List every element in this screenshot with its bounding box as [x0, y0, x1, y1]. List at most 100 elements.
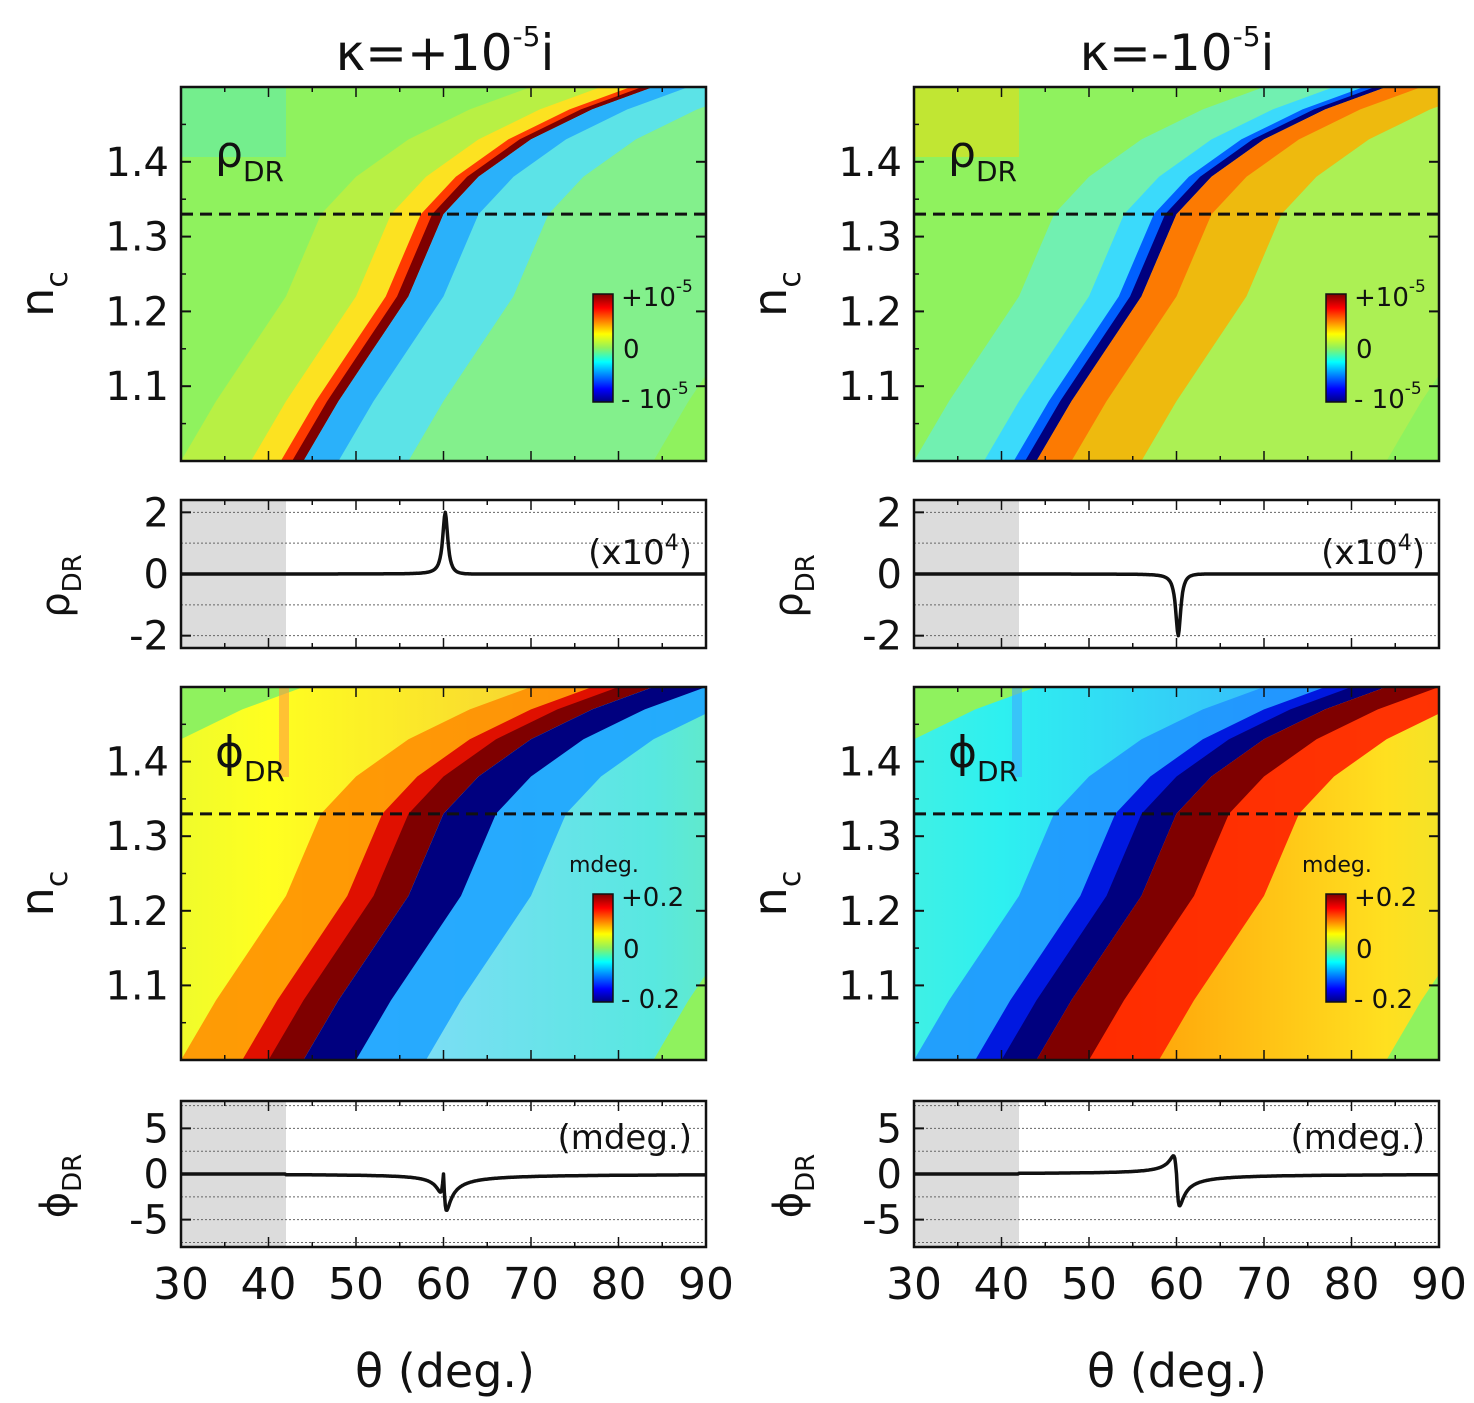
ytick-label: 5: [144, 1106, 169, 1152]
ytick-label: 0: [144, 1152, 169, 1198]
series-line: [913, 572, 1440, 638]
band-right-1: [1036, 87, 1439, 461]
column-title-left: κ=+10-5i: [336, 20, 555, 82]
ytick-label: 5: [877, 1106, 902, 1152]
left-rho-map: 1.1 1.2 1.3 1.4 nc ρDR +10-5 0 - 10-5: [10, 85, 708, 463]
rho-map-content: [181, 87, 706, 461]
rho-map-ytick-label: 1.4: [838, 140, 902, 186]
rho-map-ylabel: nc: [10, 271, 75, 317]
phi-colorbar-min: - 0.2: [1354, 985, 1413, 1015]
band-right-1: [303, 87, 706, 461]
rho-map-content: [914, 87, 1439, 461]
xtick-label: 40: [974, 1259, 1030, 1310]
phi-map-content: [914, 687, 1439, 1060]
right-rho-map: 1.1 1.2 1.3 1.4 nc ρDR +10-5 0 - 10-5: [743, 85, 1441, 463]
phi-resonance-right: [1036, 687, 1439, 1060]
phi-colorbar-max: +0.2: [1354, 883, 1417, 913]
phi-colorbar-max: +0.2: [621, 883, 684, 913]
rho-colorbar-min: - 10-5: [621, 379, 689, 415]
phi-colorbar-mid: 0: [623, 935, 640, 965]
xtick-label: 90: [678, 1259, 734, 1310]
right-phi-map: 1.1 1.2 1.3 1.4 nc ϕDR mdeg. +0.2 0 - 0.2: [743, 685, 1441, 1062]
xtick-label: 50: [1061, 1259, 1117, 1310]
phi-colorbar-mid: 0: [1356, 935, 1373, 965]
phi-colorbar-min: - 0.2: [621, 985, 680, 1015]
critical-angle-feature: [279, 687, 289, 777]
rho-map-ytick-label: 1.3: [105, 215, 169, 261]
ytick-label: 2: [144, 490, 169, 536]
xtick-label: 70: [1236, 1259, 1292, 1310]
xtick-label: 40: [241, 1259, 297, 1310]
rho-map-ytick-label: 1.3: [838, 215, 902, 261]
phi-map-ytick-label: 1.4: [838, 740, 902, 786]
rho-colorbar-min: - 10-5: [1354, 379, 1422, 415]
x-axis-label: θ (deg.): [1087, 1344, 1267, 1398]
left-rho-line: 2 0 -2 ρDR (x104): [33, 490, 708, 660]
ytick-label: -2: [862, 614, 902, 660]
xtick-label: 70: [503, 1259, 559, 1310]
rho-colorbar-max: +10-5: [1354, 277, 1426, 313]
ytick-label: -5: [862, 1198, 902, 1244]
xtick-label: 60: [416, 1259, 472, 1310]
phi-map-ylabel: nc: [10, 871, 75, 917]
phi-map-label: ϕDR: [215, 727, 285, 788]
right-rho-line: 2 0 -2 ρDR (x104): [766, 490, 1441, 660]
rho-map-ytick-label: 1.2: [838, 289, 902, 335]
corner-patch: [914, 87, 1019, 157]
rho-colorbar: [1325, 293, 1347, 403]
phi-map-ytick-label: 1.1: [105, 963, 169, 1009]
rho-map-ytick-label: 1.1: [838, 364, 902, 410]
unit-note: (mdeg.): [557, 1118, 692, 1158]
phi-map-ytick-label: 1.2: [838, 889, 902, 935]
line-ylabel: ρDR: [766, 554, 821, 617]
line-ylabel: ϕDR: [766, 1154, 821, 1218]
ytick-label: 0: [877, 552, 902, 598]
corner-patch: [181, 87, 286, 157]
phi-colorbar-unit: mdeg.: [569, 853, 639, 878]
xtick-label: 30: [886, 1259, 942, 1310]
band-right-3: [408, 106, 706, 461]
phi-resonance-left: [268, 687, 654, 1060]
band-right-2: [303, 87, 689, 461]
series-line: [180, 1172, 707, 1212]
xtick-label: 90: [1411, 1259, 1467, 1310]
line-ylabel: ϕDR: [33, 1154, 88, 1218]
phi-map-ylabel: nc: [743, 871, 808, 917]
rho-map-ytick-label: 1.4: [105, 140, 169, 186]
rho-map-label: ρDR: [948, 127, 1017, 188]
phi-colorbar-unit: mdeg.: [1302, 853, 1372, 878]
rho-colorbar: [592, 293, 614, 403]
scale-note: (x104): [588, 531, 692, 573]
rho-map-ytick-label: 1.1: [105, 364, 169, 410]
phi-map-label: ϕDR: [948, 727, 1018, 788]
xtick-label: 80: [591, 1259, 647, 1310]
rho-map-ylabel: nc: [743, 271, 808, 317]
line-ylabel: ρDR: [33, 554, 88, 617]
critical-angle-feature: [1012, 687, 1022, 777]
unit-note: (mdeg.): [1290, 1118, 1425, 1158]
xtick-label: 50: [328, 1259, 384, 1310]
column-title-right: κ=-10-5i: [1080, 20, 1275, 82]
ytick-label: 2: [877, 490, 902, 536]
phi-resonance-left: [1001, 687, 1387, 1060]
scale-note: (x104): [1321, 531, 1425, 573]
ytick-label: -5: [129, 1198, 169, 1244]
ytick-label: 0: [144, 552, 169, 598]
soft-band-left: [181, 87, 643, 461]
rho-map-label: ρDR: [215, 127, 284, 188]
ytick-label: -2: [129, 614, 169, 660]
series-line: [180, 510, 707, 576]
rho-map-ytick-label: 1.2: [105, 289, 169, 335]
rho-colorbar-mid: 0: [1356, 335, 1373, 365]
band-right-2: [1036, 87, 1422, 461]
soft-band-left: [914, 87, 1376, 461]
phi-colorbar: [592, 893, 614, 1003]
phi-map-ytick-label: 1.4: [105, 740, 169, 786]
rho-colorbar-mid: 0: [623, 335, 640, 365]
x-axis-label: θ (deg.): [355, 1344, 535, 1398]
phi-map-ytick-label: 1.2: [105, 889, 169, 935]
band-right-3: [1141, 106, 1439, 461]
